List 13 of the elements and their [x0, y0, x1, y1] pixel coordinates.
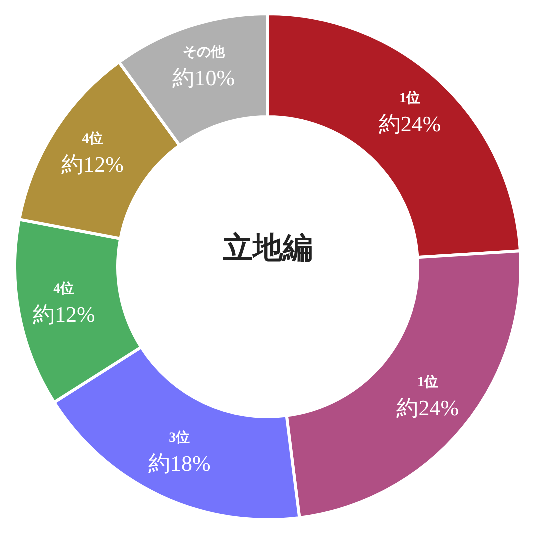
data-label: 約10% — [172, 66, 236, 91]
data-label: 約12% — [62, 152, 124, 177]
slice-label: 4位 — [82, 130, 104, 147]
slice-label: 1位 — [400, 90, 421, 107]
data-label: 約18% — [148, 450, 211, 476]
data-label: 約24% — [378, 112, 442, 137]
text: 立地編 — [222, 231, 313, 265]
slice-label: 1位 — [417, 374, 438, 390]
slice-label: 3位 — [169, 430, 190, 446]
data-label: 約12% — [33, 302, 96, 327]
data-label: 約24% — [396, 395, 460, 420]
slice-label: その他 — [182, 44, 226, 61]
slice-label: 4位 — [54, 280, 75, 297]
